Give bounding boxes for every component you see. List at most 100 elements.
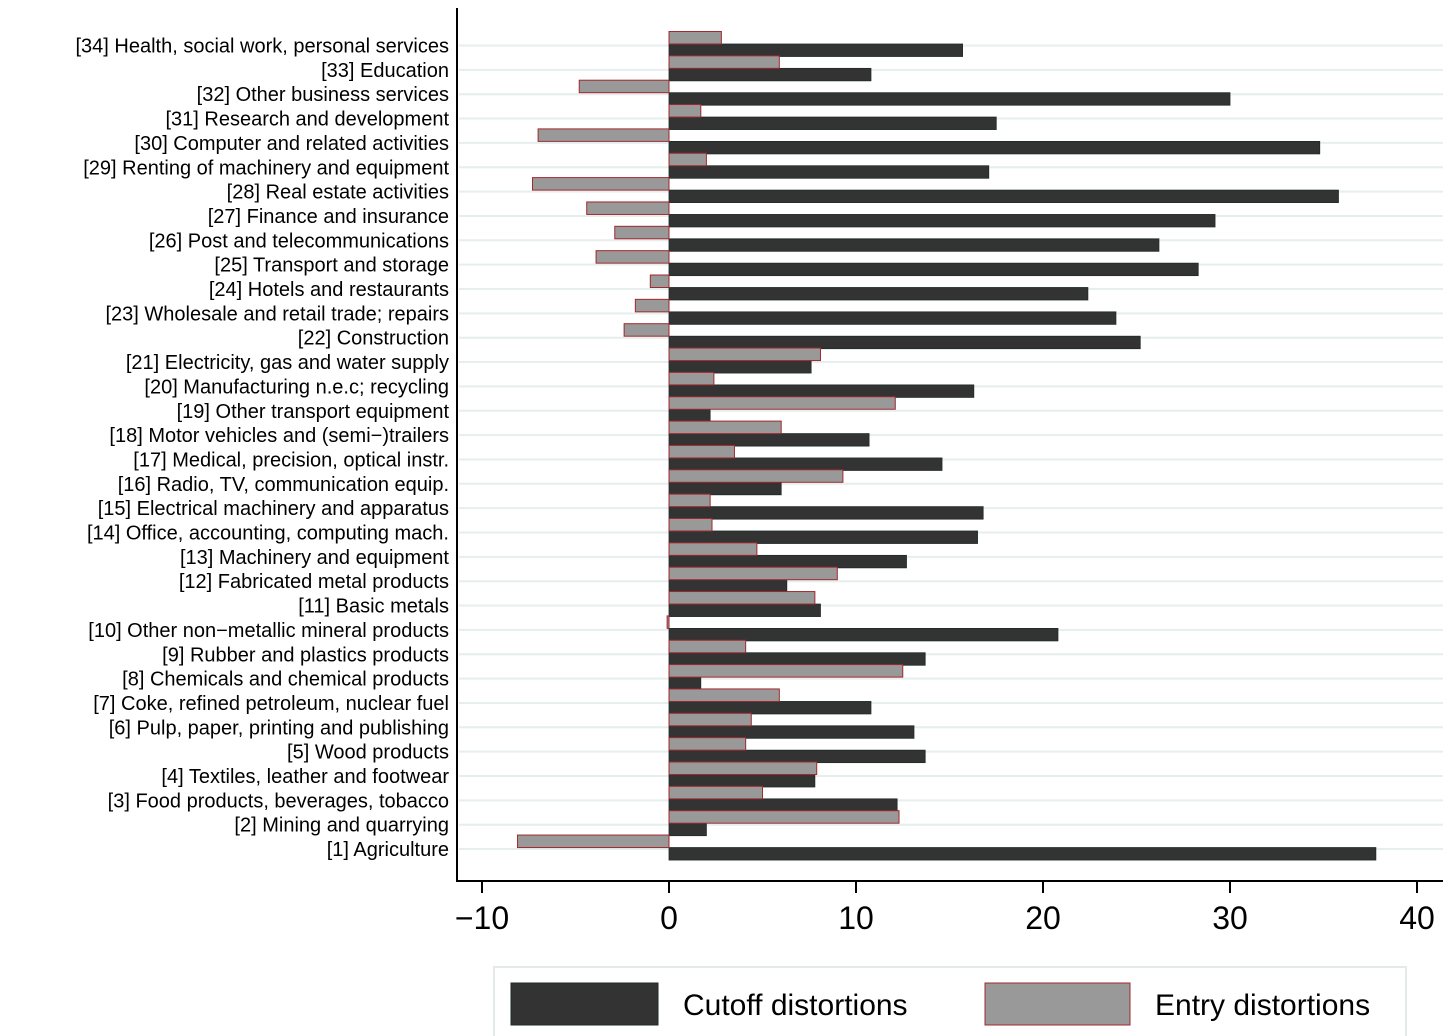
bar-entry — [537, 128, 670, 142]
bar-cutoff — [668, 725, 915, 739]
bar-entry — [595, 250, 670, 264]
bar-entry — [517, 834, 670, 849]
bar-cutoff — [668, 214, 1216, 228]
category-label: [28] Real estate activities — [227, 182, 449, 204]
bar-entry — [668, 152, 707, 167]
category-label: [10] Other non−metallic mineral products — [88, 620, 449, 642]
category-label: [31] Research and development — [165, 109, 449, 131]
bar-cutoff — [668, 67, 872, 82]
bar-entry — [578, 79, 670, 94]
bar-entry — [668, 444, 735, 459]
category-label: [2] Mining and quarrying — [234, 815, 449, 837]
bar-entry — [668, 31, 722, 45]
legend: Cutoff distortions Entry distortions — [493, 966, 1407, 1036]
category-label: [19] Other transport equipment — [177, 401, 450, 423]
bar-cutoff — [668, 384, 975, 398]
category-label: [16] Radio, TV, communication equip. — [118, 474, 449, 496]
category-label: [13] Machinery and equipment — [180, 547, 449, 569]
category-label: [18] Motor vehicles and (semi−)trailers — [109, 425, 449, 447]
bar-cutoff — [668, 676, 702, 690]
bar-cutoff — [668, 457, 943, 471]
bar-entry — [668, 566, 838, 581]
bar-cutoff — [668, 652, 926, 666]
bar-entry — [668, 737, 747, 751]
category-label: [24] Hotels and restaurants — [209, 279, 449, 301]
bar-entry — [668, 712, 752, 727]
bar-cutoff — [668, 701, 872, 715]
category-label: [20] Manufacturing n.e.c; recycling — [144, 376, 449, 398]
bar-cutoff — [668, 774, 816, 788]
category-label: [8] Chemicals and chemical products — [122, 669, 449, 691]
category-labels: [34] Health, social work, personal servi… — [76, 36, 450, 862]
bar-cutoff — [668, 554, 907, 569]
category-label: [33] Education — [321, 60, 449, 82]
bar-entry — [668, 104, 702, 118]
category-label: [7] Coke, refined petroleum, nuclear fue… — [93, 693, 449, 715]
bar-cutoff — [668, 530, 978, 544]
category-label: [11] Basic metals — [298, 596, 449, 618]
bar-entry — [614, 225, 670, 240]
category-label: [9] Rubber and plastics products — [162, 644, 449, 666]
category-label: [30] Computer and related activities — [134, 133, 449, 155]
bar-cutoff — [668, 433, 870, 447]
bar-cutoff — [668, 238, 1160, 252]
category-label: [29] Renting of machinery and equipment — [83, 157, 449, 179]
bar-cutoff — [668, 43, 963, 57]
bar-cutoff — [668, 116, 997, 130]
category-label: [6] Pulp, paper, printing and publishing — [109, 717, 449, 739]
bar-entry — [668, 810, 900, 824]
bar-cutoff — [668, 481, 782, 496]
bar-cutoff — [668, 506, 984, 520]
bar-entry — [649, 274, 670, 288]
bar-entry — [668, 761, 818, 775]
category-label: [26] Post and telecommunications — [149, 230, 449, 252]
bar-cutoff — [668, 189, 1339, 204]
bar-entry — [668, 664, 904, 678]
category-label: [15] Electrical machinery and apparatus — [98, 498, 449, 520]
bar-entry — [668, 55, 780, 69]
x-tick-label: 20 — [1025, 900, 1061, 936]
bar-cutoff — [668, 287, 1089, 301]
bar-entry — [666, 615, 670, 629]
legend-label-entry: Entry distortions — [1155, 989, 1370, 1022]
bar-entry — [668, 591, 816, 605]
bar-entry — [668, 469, 844, 483]
bar-entry — [634, 298, 670, 313]
category-label: [21] Electricity, gas and water supply — [126, 352, 449, 374]
bar-entry — [668, 639, 747, 654]
category-label: [4] Textiles, leather and footwear — [161, 766, 449, 788]
category-label: [1] Agriculture — [327, 839, 449, 861]
bar-entry — [668, 518, 713, 532]
bar-entry — [623, 323, 670, 337]
category-label: [12] Fabricated metal products — [179, 571, 449, 593]
bar-cutoff — [668, 335, 1141, 350]
bar-entry — [531, 177, 670, 191]
bar-cutoff — [668, 798, 898, 812]
category-label: [32] Other business services — [197, 84, 449, 106]
category-label: [3] Food products, beverages, tobacco — [108, 790, 449, 812]
x-tick-label: 0 — [660, 900, 678, 936]
category-label: [25] Transport and storage — [214, 255, 449, 277]
bar-cutoff — [668, 603, 821, 617]
bar-entry — [668, 688, 780, 702]
x-tick-label: 30 — [1212, 900, 1248, 936]
legend-label-cutoff: Cutoff distortions — [683, 989, 908, 1022]
bar-cutoff — [668, 311, 1117, 325]
category-label: [23] Wholesale and retail trade; repairs — [105, 303, 449, 325]
category-label: [14] Office, accounting, computing mach. — [87, 523, 449, 545]
category-label: [17] Medical, precision, optical instr. — [133, 449, 449, 471]
bar-cutoff — [668, 408, 711, 423]
bar-entry — [668, 347, 821, 362]
bar-entry — [668, 542, 758, 556]
x-tick-label: 10 — [838, 900, 874, 936]
bar-cutoff — [668, 822, 707, 837]
bar-cutoff — [668, 847, 1377, 861]
bar-entry — [586, 201, 670, 215]
legend-swatch-cutoff — [510, 982, 659, 1026]
bar-cutoff — [668, 579, 788, 593]
bar-entry — [668, 396, 896, 410]
bar-cutoff — [668, 749, 926, 764]
legend-swatch-entry — [984, 982, 1131, 1026]
bar-cutoff — [668, 360, 812, 374]
